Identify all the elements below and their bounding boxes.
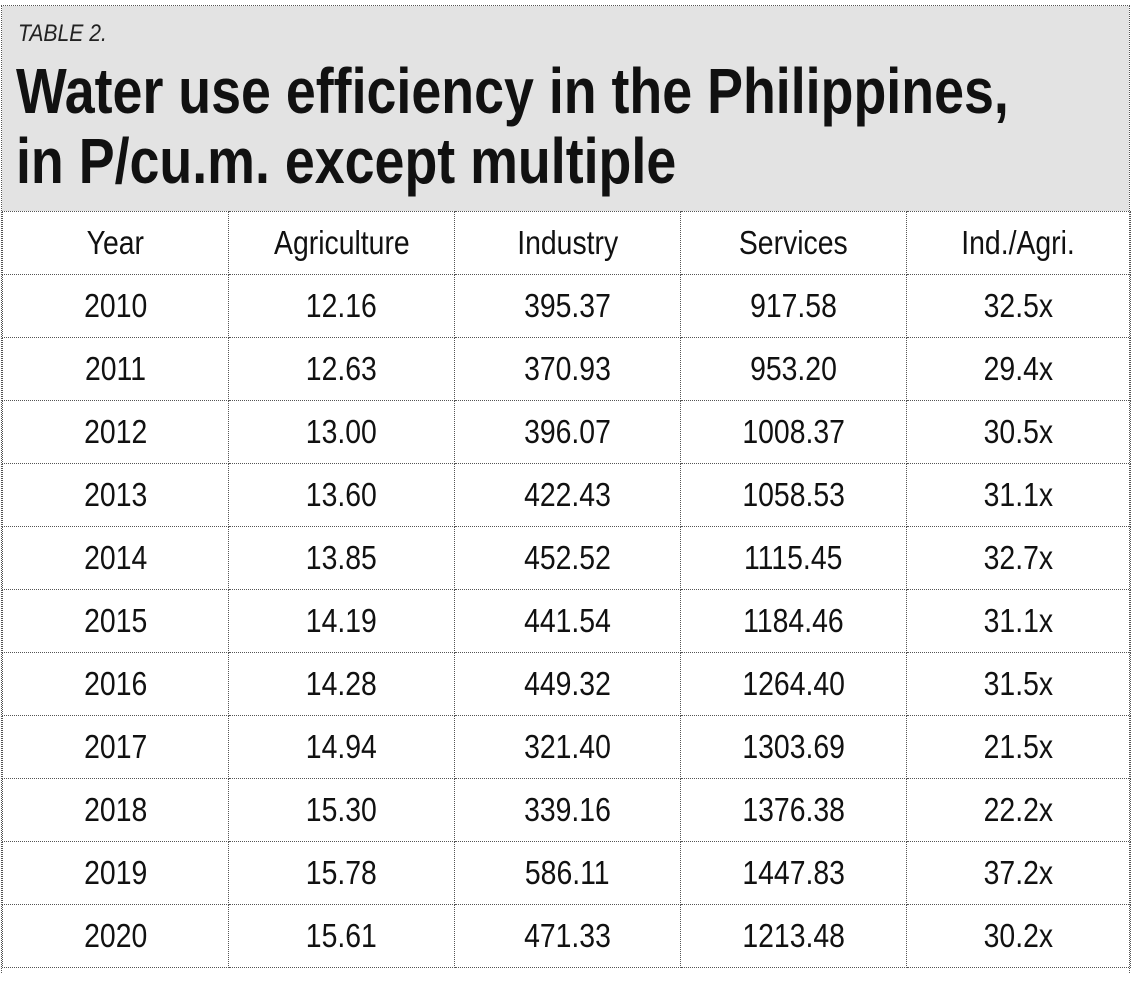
cell-year: 2020 <box>2 904 229 968</box>
cell-year: 2018 <box>2 778 229 842</box>
cell-services: 1447.83 <box>680 841 907 905</box>
cell-industry: 395.37 <box>454 274 681 338</box>
cell-industry: 471.33 <box>454 904 681 968</box>
cell-industry: 452.52 <box>454 526 681 590</box>
table-row: 2012 13.00 396.07 1008.37 30.5x <box>2 400 1131 464</box>
cell-year: 2017 <box>2 715 229 779</box>
table-row: 2019 15.78 586.11 1447.83 37.2x <box>2 841 1131 905</box>
cell-ind-agri: 30.5x <box>906 400 1131 464</box>
column-header-year: Year <box>2 211 229 275</box>
title-banner <box>2 6 1129 211</box>
table-title: Water use efficiency in the Philippines,… <box>16 56 1108 196</box>
cell-industry: 441.54 <box>454 589 681 653</box>
column-header-industry: Industry <box>454 211 681 275</box>
cell-ind-agri: 32.7x <box>906 526 1131 590</box>
table-label: TABLE 2. <box>18 20 107 47</box>
cell-agriculture: 15.61 <box>228 904 455 968</box>
cell-services: 1058.53 <box>680 463 907 527</box>
cell-agriculture: 15.78 <box>228 841 455 905</box>
title-line-1: Water use efficiency in the Philippines, <box>16 55 1009 127</box>
cell-services: 917.58 <box>680 274 907 338</box>
cell-industry: 586.11 <box>454 841 681 905</box>
cell-services: 1264.40 <box>680 652 907 716</box>
cell-ind-agri: 32.5x <box>906 274 1131 338</box>
table-row: 2015 14.19 441.54 1184.46 31.1x <box>2 589 1131 653</box>
table-row: 2011 12.63 370.93 953.20 29.4x <box>2 337 1131 401</box>
table-row: 2020 15.61 471.33 1213.48 30.2x <box>2 904 1131 968</box>
cell-industry: 396.07 <box>454 400 681 464</box>
cell-agriculture: 12.16 <box>228 274 455 338</box>
cell-services: 1115.45 <box>680 526 907 590</box>
cell-agriculture: 12.63 <box>228 337 455 401</box>
cell-agriculture: 13.60 <box>228 463 455 527</box>
cell-industry: 449.32 <box>454 652 681 716</box>
table-row: 2017 14.94 321.40 1303.69 21.5x <box>2 715 1131 779</box>
cell-year: 2012 <box>2 400 229 464</box>
cell-services: 1008.37 <box>680 400 907 464</box>
cell-ind-agri: 21.5x <box>906 715 1131 779</box>
cell-industry: 370.93 <box>454 337 681 401</box>
cell-services: 1184.46 <box>680 589 907 653</box>
cell-year: 2016 <box>2 652 229 716</box>
table-row: 2010 12.16 395.37 917.58 32.5x <box>2 274 1131 338</box>
table-row: 2013 13.60 422.43 1058.53 31.1x <box>2 463 1131 527</box>
cell-year: 2010 <box>2 274 229 338</box>
cell-year: 2019 <box>2 841 229 905</box>
cell-industry: 339.16 <box>454 778 681 842</box>
cell-ind-agri: 29.4x <box>906 337 1131 401</box>
table-row: 2018 15.30 339.16 1376.38 22.2x <box>2 778 1131 842</box>
cell-ind-agri: 31.1x <box>906 589 1131 653</box>
table-row: 2016 14.28 449.32 1264.40 31.5x <box>2 652 1131 716</box>
cell-services: 1213.48 <box>680 904 907 968</box>
cell-agriculture: 15.30 <box>228 778 455 842</box>
column-header-agriculture: Agriculture <box>228 211 455 275</box>
cell-ind-agri: 22.2x <box>906 778 1131 842</box>
table-row: 2014 13.85 452.52 1115.45 32.7x <box>2 526 1131 590</box>
title-line-2: in P/cu.m. except multiple <box>16 125 677 197</box>
cell-year: 2011 <box>2 337 229 401</box>
cell-year: 2013 <box>2 463 229 527</box>
cell-agriculture: 14.28 <box>228 652 455 716</box>
cell-year: 2015 <box>2 589 229 653</box>
cell-ind-agri: 37.2x <box>906 841 1131 905</box>
cell-services: 953.20 <box>680 337 907 401</box>
cell-services: 1376.38 <box>680 778 907 842</box>
cell-ind-agri: 31.5x <box>906 652 1131 716</box>
cell-year: 2014 <box>2 526 229 590</box>
cell-industry: 422.43 <box>454 463 681 527</box>
header-row: Year Agriculture Industry Services Ind./… <box>2 211 1131 275</box>
cell-ind-agri: 31.1x <box>906 463 1131 527</box>
cell-agriculture: 13.00 <box>228 400 455 464</box>
cell-services: 1303.69 <box>680 715 907 779</box>
table-body: 2010 12.16 395.37 917.58 32.5x 2011 12.63 370.9… <box>2 274 1131 968</box>
column-header-ind-agri: Ind./Agri. <box>906 211 1131 275</box>
data-table: Year Agriculture Industry Services Ind./… <box>2 211 1131 968</box>
cell-agriculture: 14.19 <box>228 589 455 653</box>
cell-agriculture: 13.85 <box>228 526 455 590</box>
cell-agriculture: 14.94 <box>228 715 455 779</box>
column-header-services: Services <box>680 211 907 275</box>
cell-ind-agri: 30.2x <box>906 904 1131 968</box>
cell-industry: 321.40 <box>454 715 681 779</box>
